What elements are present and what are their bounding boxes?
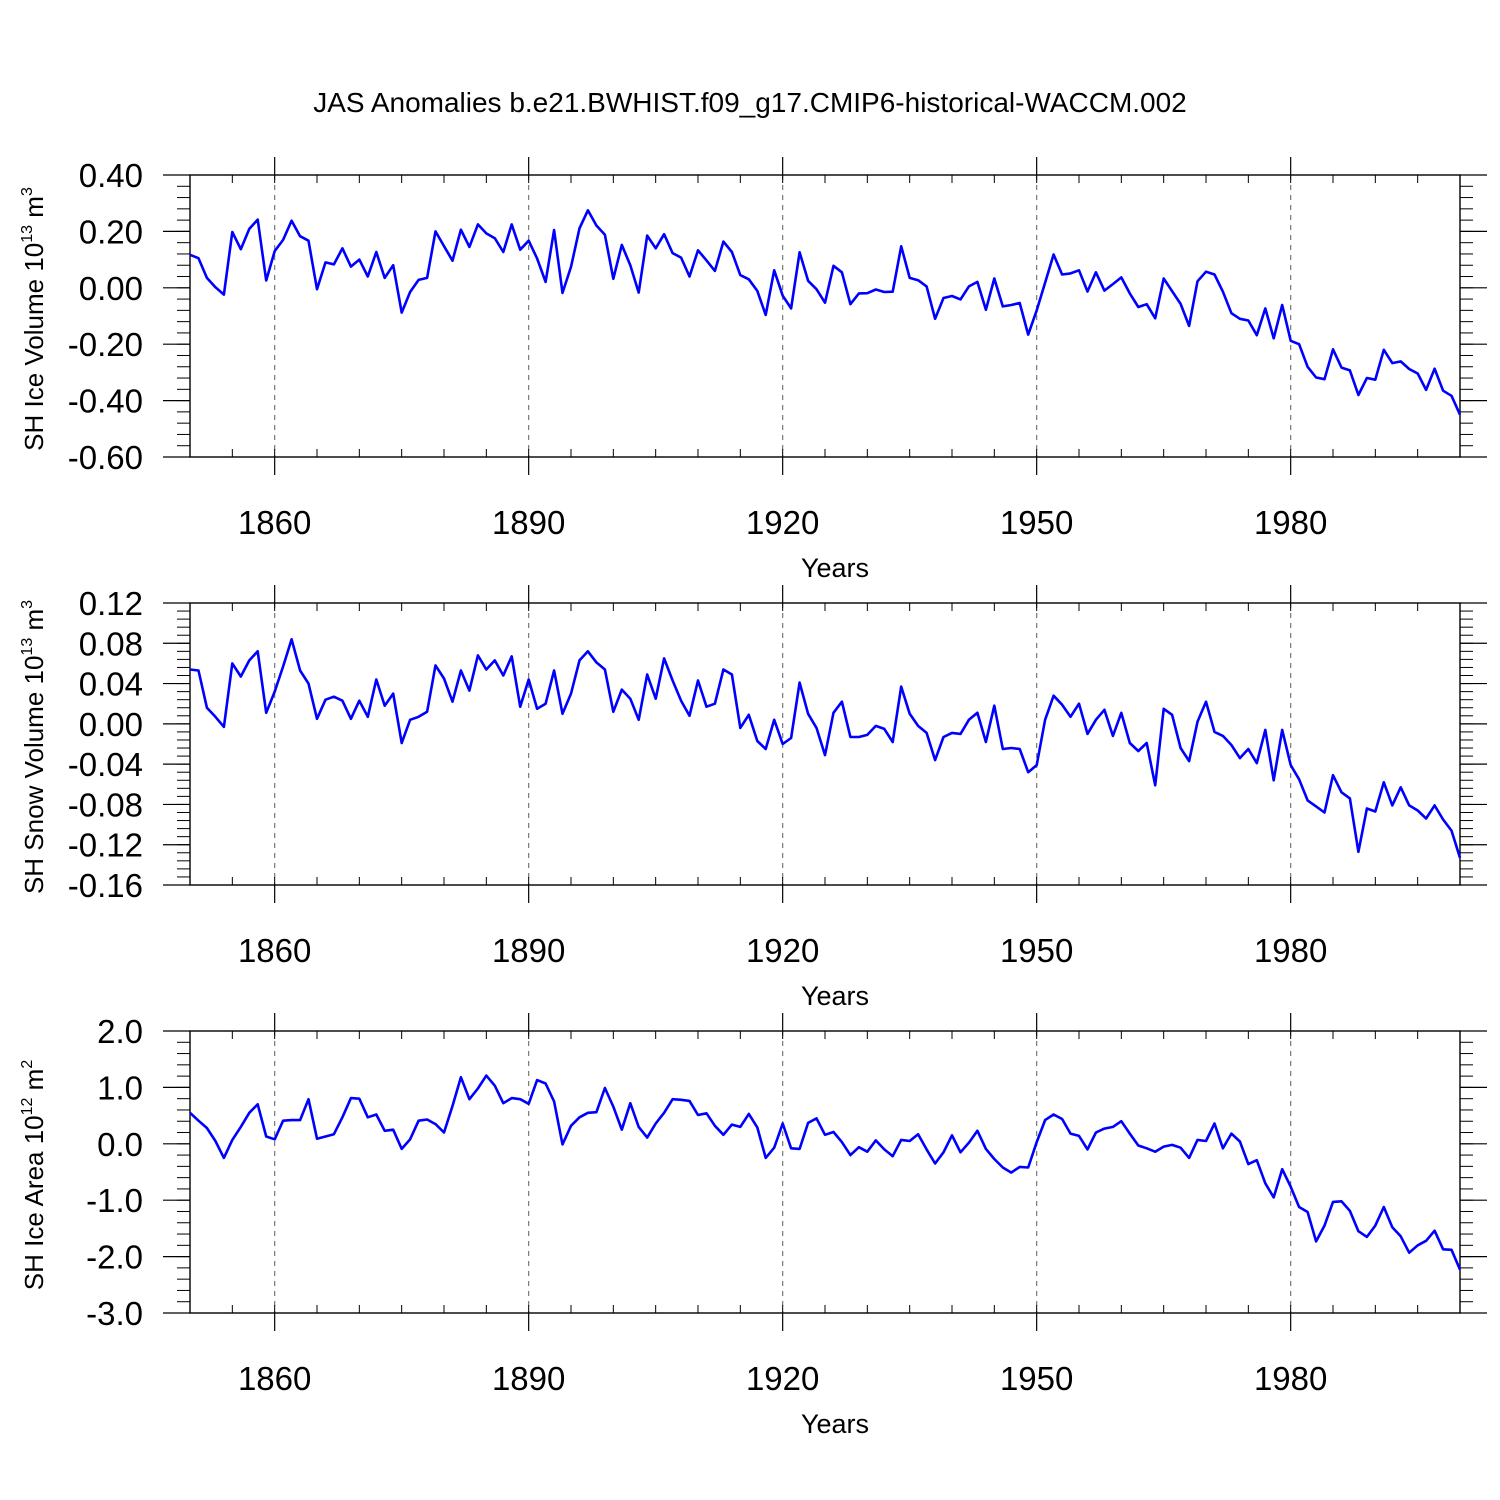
x-tick-label: 1860: [238, 932, 311, 969]
plot-frame: [189, 602, 1461, 886]
y-tick-label: 0.40: [79, 157, 143, 194]
series-line: [189, 209, 1462, 416]
y-tick-label: 0.00: [79, 706, 143, 743]
y-tick-label: 1.0: [97, 1069, 143, 1106]
y-axis-label: SH Ice Area 1012 m2: [19, 1060, 49, 1291]
y-tick-label: -3.0: [86, 1295, 143, 1332]
x-tick-label: 1890: [492, 504, 565, 541]
y-tick-label: -0.20: [68, 326, 143, 363]
x-tick-label: 1950: [1000, 1360, 1073, 1397]
y-tick-label: -0.04: [68, 746, 143, 783]
y-tick-label: -2.0: [86, 1239, 143, 1276]
y-tick-label: 0.20: [79, 213, 143, 250]
y-tick-label: 2.0: [97, 1013, 143, 1050]
series-line: [189, 1074, 1462, 1271]
y-tick-label: -0.12: [68, 827, 143, 864]
x-tick-label: 1860: [238, 1360, 311, 1397]
y-axis-label: SH Ice Volume 1013 m3: [19, 187, 49, 451]
x-axis-label: Years: [801, 553, 869, 583]
x-tick-label: 1980: [1254, 1360, 1327, 1397]
y-tick-label: 0.0: [97, 1126, 143, 1163]
x-axis-label: Years: [801, 1409, 869, 1439]
x-tick-label: 1890: [492, 1360, 565, 1397]
plot-frame: [189, 174, 1461, 458]
x-tick-label: 1890: [492, 932, 565, 969]
x-tick-label: 1920: [746, 1360, 819, 1397]
figure-title: JAS Anomalies b.e21.BWHIST.f09_g17.CMIP6…: [313, 87, 1187, 118]
series-line: [189, 637, 1462, 859]
y-tick-label: -0.16: [68, 867, 143, 904]
x-tick-label: 1860: [238, 504, 311, 541]
x-tick-label: 1920: [746, 932, 819, 969]
y-tick-label: -0.40: [68, 383, 143, 420]
y-tick-label: -1.0: [86, 1182, 143, 1219]
y-tick-label: 0.04: [79, 666, 143, 703]
y-tick-label: 0.00: [79, 270, 143, 307]
x-tick-label: 1950: [1000, 504, 1073, 541]
panel-1: 1860 1890 1920 1950 1980 0.40 0.20 0.00 -0.20 -0.…: [19, 157, 1487, 583]
y-tick-label: -0.08: [68, 786, 143, 823]
y-axis-label: SH Snow Volume 1013 m3: [19, 600, 49, 894]
y-tick-label: -0.60: [68, 439, 143, 476]
x-tick-label: 1980: [1254, 932, 1327, 969]
y-tick-label: 0.12: [79, 585, 143, 622]
panels: 1860 1890 1920 1950 1980 0.40 0.20 0.00 -0.20 -0.…: [19, 157, 1487, 1439]
panel-2: 1860 1890 1920 1950 19800.120.080.040.00-0.0…: [19, 585, 1487, 1011]
plot-frame: [189, 1030, 1461, 1314]
x-tick-label: 1980: [1254, 504, 1327, 541]
x-axis-label: Years: [801, 981, 869, 1011]
x-tick-label: 1920: [746, 504, 819, 541]
y-tick-label: 0.08: [79, 625, 143, 662]
x-tick-label: 1950: [1000, 932, 1073, 969]
panel-3: 1860 1890 1920 1950 1980 2.0 1.0 0.0 -1.0 -2.0 -3.…: [19, 1013, 1487, 1439]
